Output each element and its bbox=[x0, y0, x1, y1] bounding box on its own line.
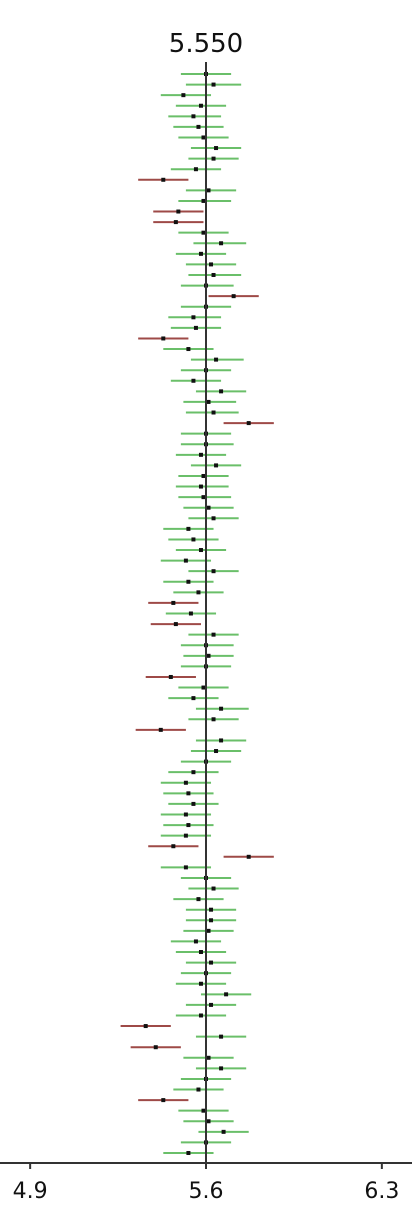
interval-point bbox=[219, 706, 224, 711]
interval-point bbox=[206, 1119, 211, 1124]
interval-point bbox=[211, 516, 216, 521]
interval-point bbox=[198, 548, 203, 553]
interval-point bbox=[209, 262, 214, 267]
interval-point bbox=[206, 1055, 211, 1060]
interval-point bbox=[183, 812, 188, 817]
interval-point bbox=[191, 801, 196, 806]
interval-point bbox=[211, 717, 216, 722]
interval-point bbox=[198, 981, 203, 986]
interval-point bbox=[209, 907, 214, 912]
interval-point bbox=[198, 103, 203, 108]
interval-point bbox=[173, 622, 178, 627]
interval-point bbox=[201, 495, 206, 500]
interval-point bbox=[214, 463, 219, 468]
interval-point bbox=[181, 93, 186, 98]
interval-point bbox=[209, 960, 214, 965]
interval-point bbox=[153, 1045, 158, 1050]
interval-point bbox=[206, 928, 211, 933]
interval-point bbox=[206, 188, 211, 193]
interval-point bbox=[214, 146, 219, 151]
interval-point bbox=[186, 347, 191, 352]
interval-point bbox=[209, 1002, 214, 1007]
interval-point bbox=[191, 315, 196, 320]
interval-point bbox=[211, 272, 216, 277]
interval-point bbox=[158, 727, 163, 732]
interval-point bbox=[193, 939, 198, 944]
interval-point bbox=[219, 1066, 224, 1071]
interval-point bbox=[191, 770, 196, 775]
interval-point bbox=[231, 294, 236, 299]
interval-point bbox=[219, 389, 224, 394]
interval-point bbox=[198, 950, 203, 955]
interval-point bbox=[201, 198, 206, 203]
interval-point bbox=[214, 357, 219, 362]
interval-point bbox=[196, 590, 201, 595]
interval-point bbox=[246, 854, 251, 859]
interval-point bbox=[198, 484, 203, 489]
interval-point bbox=[224, 992, 229, 997]
interval-point bbox=[161, 177, 166, 182]
interval-point bbox=[211, 886, 216, 891]
interval-point bbox=[198, 251, 203, 256]
interval-point bbox=[221, 1129, 226, 1134]
interval-point bbox=[211, 410, 216, 415]
interval-point bbox=[171, 844, 176, 849]
interval-point bbox=[201, 230, 206, 235]
interval-point bbox=[191, 114, 196, 119]
interval-point bbox=[183, 833, 188, 838]
interval-point bbox=[201, 1108, 206, 1113]
interval-point bbox=[219, 241, 224, 246]
interval-point bbox=[198, 1013, 203, 1018]
interval-point bbox=[191, 537, 196, 542]
interval-point bbox=[206, 505, 211, 510]
interval-point bbox=[186, 526, 191, 531]
interval-point bbox=[196, 124, 201, 129]
interval-point bbox=[246, 421, 251, 426]
interval-point bbox=[161, 336, 166, 341]
interval-point bbox=[211, 82, 216, 87]
interval-point bbox=[206, 399, 211, 404]
interval-point bbox=[211, 569, 216, 574]
interval-point bbox=[143, 1024, 148, 1029]
interval-point bbox=[211, 156, 216, 161]
x-axis-ticks: 4.9 5.6 6.3 bbox=[13, 1163, 399, 1204]
interval-point bbox=[183, 558, 188, 563]
interval-point bbox=[168, 674, 173, 679]
interval-point bbox=[183, 780, 188, 785]
interval-point bbox=[198, 452, 203, 457]
interval-point bbox=[214, 749, 219, 754]
interval-point bbox=[206, 653, 211, 658]
interval-point bbox=[193, 167, 198, 172]
interval-point bbox=[191, 378, 196, 383]
interval-point bbox=[186, 823, 191, 828]
x-tick-label: 5.6 bbox=[189, 1179, 224, 1204]
interval-point bbox=[196, 897, 201, 902]
x-tick-label: 6.3 bbox=[364, 1179, 399, 1204]
interval-series bbox=[120, 72, 274, 1155]
interval-point bbox=[201, 473, 206, 478]
interval-point bbox=[219, 1034, 224, 1039]
interval-point bbox=[196, 1087, 201, 1092]
interval-point bbox=[183, 865, 188, 870]
interval-point bbox=[193, 325, 198, 330]
interval-point bbox=[173, 220, 178, 225]
interval-point bbox=[209, 918, 214, 923]
interval-point bbox=[201, 685, 206, 690]
interval-point bbox=[186, 1151, 191, 1155]
interval-point bbox=[161, 1098, 166, 1103]
reference-line-label: 5.550 bbox=[169, 29, 243, 59]
interval-point bbox=[171, 600, 176, 605]
interval-point bbox=[188, 611, 193, 616]
interval-point bbox=[186, 791, 191, 796]
interval-point bbox=[201, 135, 206, 140]
interval-point bbox=[186, 579, 191, 584]
x-tick-label: 4.9 bbox=[13, 1179, 48, 1204]
interval-point bbox=[219, 738, 224, 743]
interval-point bbox=[191, 696, 196, 701]
interval-point bbox=[176, 209, 181, 214]
interval-point bbox=[211, 632, 216, 637]
